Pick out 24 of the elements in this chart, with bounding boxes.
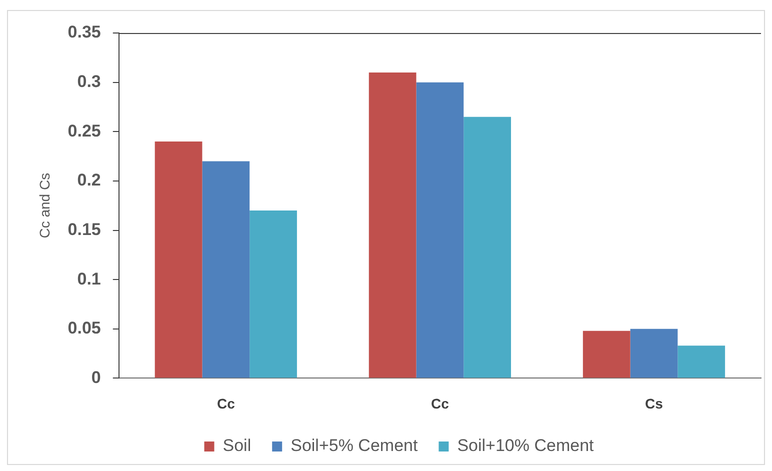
- y-axis-title: Cc and Cs: [36, 172, 52, 238]
- legend-label: Soil+5% Cement: [290, 436, 418, 456]
- legend-label: Soil: [222, 436, 252, 456]
- y-tick-label: 0.2: [77, 170, 101, 190]
- bar: [154, 141, 202, 378]
- bar: [416, 82, 464, 378]
- y-tick-label: 0.05: [68, 318, 101, 338]
- y-tick-label: 0.3: [77, 72, 101, 91]
- y-tick-label: 0: [91, 368, 101, 387]
- bar: [678, 346, 726, 378]
- y-tick-label: 0.15: [68, 220, 101, 239]
- legend-label: Soil+10% Cement: [457, 436, 594, 456]
- x-tick-label: Cc: [216, 395, 236, 412]
- bar: [630, 328, 678, 378]
- y-tick-label: 0.1: [77, 269, 101, 288]
- bar: [202, 161, 250, 378]
- x-tick-label: Cs: [645, 395, 664, 412]
- y-tick-label: 0.25: [68, 121, 101, 140]
- bar: [582, 330, 630, 378]
- bar: [464, 116, 512, 378]
- x-tick-label: Cc: [430, 395, 450, 412]
- bar: [368, 72, 416, 378]
- bar: [250, 210, 297, 378]
- y-tick-label: 0.35: [68, 22, 101, 42]
